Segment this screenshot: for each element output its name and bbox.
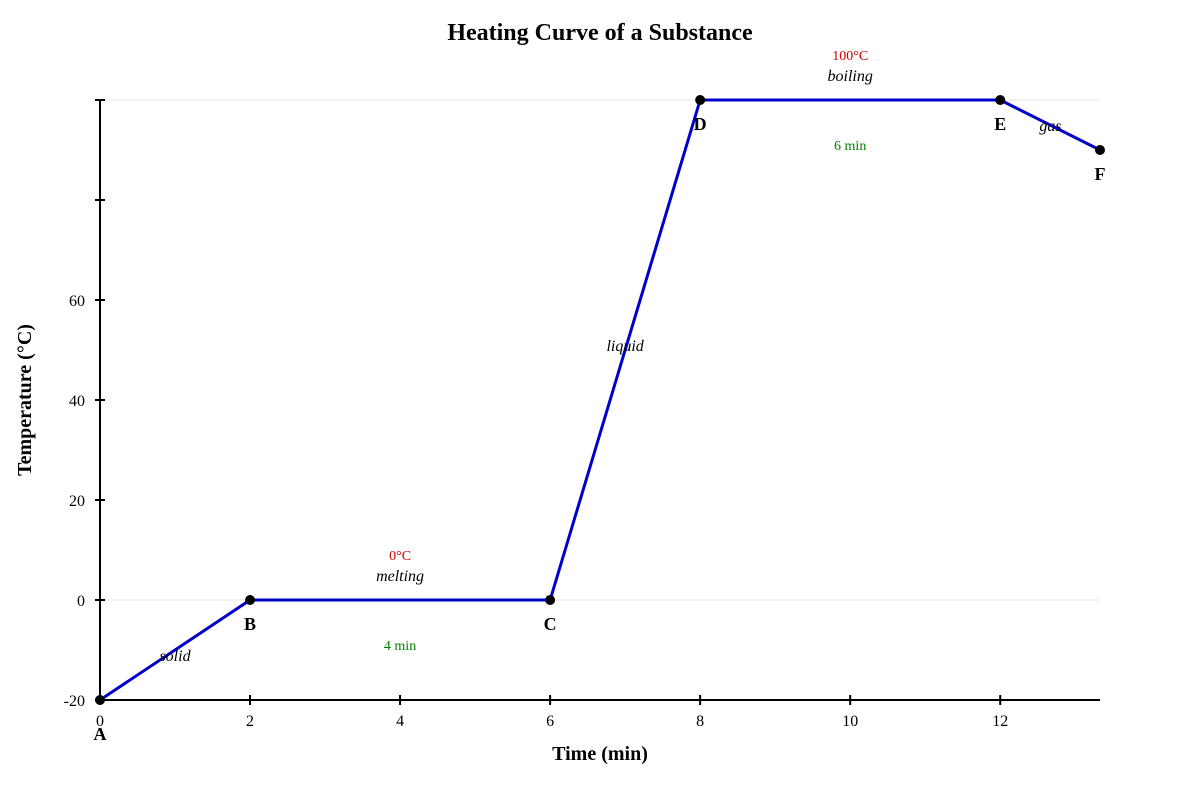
data-point-c [545, 595, 556, 605]
x-tick-label: 2 [246, 713, 254, 730]
y-tick-label: 60 [69, 293, 85, 310]
temperature-label: 100°C [832, 49, 868, 64]
y-axis-label: Temperature (°C) [14, 324, 36, 476]
phase-label: solid [159, 648, 191, 665]
temperature-label: 0°C [389, 549, 411, 564]
y-tick-label: 20 [69, 493, 85, 510]
x-tick-label: 10 [842, 713, 858, 730]
point-label-d: D [694, 114, 707, 134]
x-tick-label: 4 [396, 713, 404, 730]
x-axis-label: Time (min) [552, 743, 648, 765]
axes: 0 2 4 6 8 10 12 -20 0 20 40 60 [64, 99, 1100, 730]
data-point-e [995, 95, 1006, 105]
point-label-f: F [1095, 164, 1106, 184]
phase-label: gas [1039, 118, 1061, 135]
grid-lines [100, 99, 1100, 601]
chart-title: Heating Curve of a Substance [447, 20, 753, 46]
y-tick-label: 40 [69, 393, 85, 410]
annotations: solid melting liquid boiling gas 0°C 100°C 4 mi… [159, 49, 1061, 665]
point-label-b: B [244, 614, 256, 634]
data-series: A B C D E F [94, 95, 1106, 744]
y-tick-label: 0 [77, 593, 85, 610]
x-tick-label: 8 [696, 713, 704, 730]
data-point-b [245, 595, 256, 605]
data-point-a [95, 695, 105, 705]
x-tick-label: 0 [96, 713, 104, 730]
data-point-d [695, 95, 706, 105]
duration-label: 6 min [834, 139, 866, 154]
point-label-e: E [994, 114, 1006, 134]
x-tick-label: 12 [992, 713, 1008, 730]
duration-label: 4 min [384, 639, 416, 654]
phase-label: melting [376, 568, 424, 585]
phase-label: liquid [606, 338, 644, 355]
y-tick-label: -20 [64, 693, 85, 710]
data-point-f [1095, 145, 1105, 155]
heating-curve-line [99, 98, 1101, 702]
x-tick-label: 6 [546, 713, 554, 730]
point-label-c: C [544, 614, 557, 634]
point-label-a: A [94, 724, 107, 744]
phase-label: boiling [828, 68, 873, 85]
